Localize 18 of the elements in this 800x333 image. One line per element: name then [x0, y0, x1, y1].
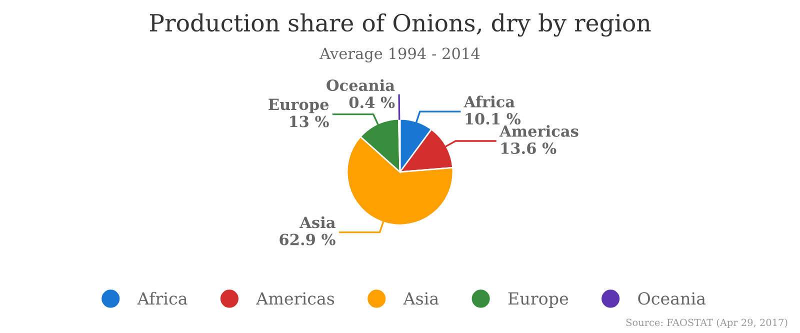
data-label: 10.1 %: [466, 113, 521, 125]
slice-label: Oceania: [326, 79, 395, 92]
chart-title: Production share of Onions, dry by region: [150, 13, 651, 37]
slice-label: Asia: [300, 216, 336, 228]
source-note: Source: FAOSTAT (Apr 29, 2017): [626, 318, 788, 328]
data-label: 13 %: [290, 116, 329, 128]
data-label: 0.4 %: [349, 96, 395, 108]
legend-label: Oceania: [638, 292, 706, 305]
data-label: 62.9 %: [280, 234, 336, 246]
slice-label: Americas: [499, 125, 578, 137]
legend-label: Africa: [137, 292, 188, 305]
data-label: 13.6 %: [501, 142, 556, 154]
legend-label: Americas: [256, 292, 334, 305]
legend-label: Europe: [508, 292, 568, 308]
slice-label: Europe: [268, 98, 329, 114]
slice-label: Africa: [464, 96, 515, 108]
chart-subtitle: Average 1994 - 2014: [319, 48, 480, 62]
legend-label: Asia: [403, 292, 439, 305]
